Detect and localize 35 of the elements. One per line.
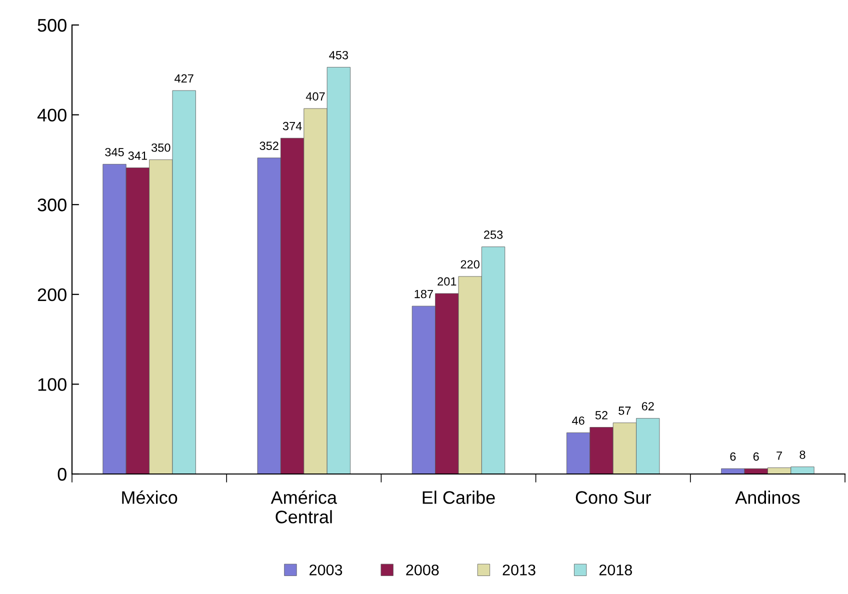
y-tick-label: 200 (38, 288, 66, 302)
data-label: 187 (414, 290, 433, 298)
data-label: 52 (595, 411, 608, 420)
data-label: 8 (800, 450, 806, 459)
y-tick-label: 0 (58, 468, 66, 481)
legend-label: 2018 (599, 564, 632, 576)
x-tick-label: Cono Sur (576, 491, 651, 504)
data-label: 453 (329, 50, 348, 60)
x-tick-label: México (122, 490, 178, 504)
y-tick-label: 400 (37, 108, 66, 122)
data-label: 341 (128, 152, 147, 160)
data-label: 6 (753, 452, 759, 461)
data-label: 6 (730, 452, 736, 461)
data-label: 57 (618, 406, 631, 415)
data-label: 62 (642, 402, 654, 410)
legend-label: 2003 (310, 564, 342, 576)
y-tick-label: 300 (38, 198, 66, 212)
data-label: 7 (776, 452, 782, 460)
data-label: 220 (460, 260, 480, 269)
x-tick-label: Andinos (735, 490, 800, 504)
y-tick-label: 100 (38, 378, 66, 391)
data-label: 345 (105, 148, 124, 156)
data-label: 427 (174, 74, 194, 83)
data-label: 201 (438, 277, 456, 286)
data-label: 253 (484, 230, 503, 239)
data-label: 374 (282, 122, 302, 130)
data-label: 350 (152, 143, 170, 152)
legend-label: 2008 (406, 564, 439, 576)
x-tick-label: El Caribe (422, 490, 495, 504)
x-tick-label: América Central (270, 490, 338, 524)
legend-label: 2013 (502, 564, 536, 576)
data-label: 352 (260, 142, 278, 150)
data-label: 46 (572, 416, 584, 425)
y-tick-label: 500 (38, 18, 66, 32)
data-label: 407 (306, 92, 325, 101)
